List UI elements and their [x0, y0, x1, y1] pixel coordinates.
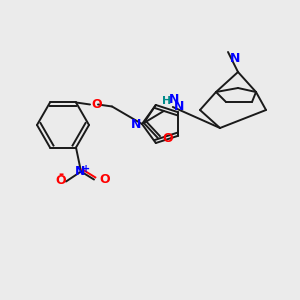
- Text: N: N: [169, 93, 179, 106]
- Text: N: N: [174, 100, 184, 113]
- Text: +: +: [82, 164, 90, 173]
- Text: N: N: [75, 165, 85, 178]
- Text: N: N: [230, 52, 240, 65]
- Text: H: H: [162, 96, 171, 106]
- Text: O: O: [99, 173, 110, 186]
- Text: N: N: [131, 118, 141, 130]
- Text: O: O: [91, 98, 102, 111]
- Text: -: -: [58, 168, 64, 181]
- Text: O: O: [163, 133, 173, 146]
- Text: O: O: [56, 174, 66, 187]
